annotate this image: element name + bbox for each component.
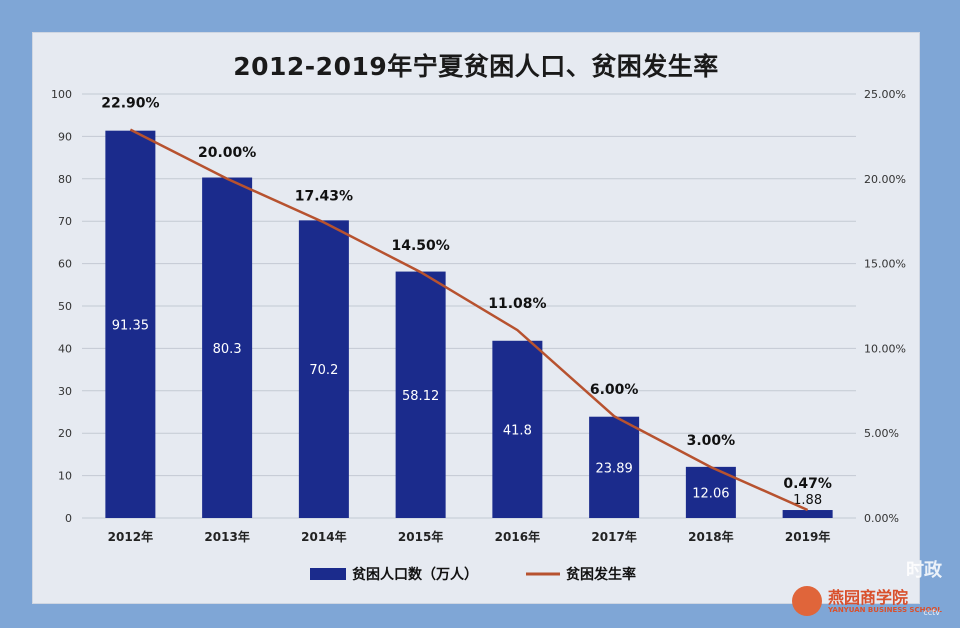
- y-left-tick-label: 30: [58, 385, 72, 398]
- bar-value-label: 80.3: [213, 342, 242, 357]
- bar: [298, 220, 349, 519]
- rate-value-label: 6.00%: [590, 382, 639, 398]
- chart-title: 2012-2019年宁夏贫困人口、贫困发生率: [233, 52, 719, 81]
- bar: [105, 130, 156, 518]
- bar: [395, 271, 446, 518]
- x-category-label: 2012年: [108, 529, 153, 544]
- y-left-tick-label: 70: [58, 215, 72, 228]
- y-left-tick-label: 60: [58, 258, 72, 271]
- bar-value-label: 41.8: [503, 423, 532, 438]
- rate-value-label: 0.47%: [783, 476, 832, 492]
- school-logo-icon: [792, 586, 822, 616]
- y-left-tick-label: 80: [58, 173, 72, 186]
- rate-value-label: 11.08%: [488, 296, 546, 312]
- rate-value-label: 3.00%: [687, 433, 736, 449]
- y-right-tick-label: 15.00%: [864, 258, 906, 271]
- bar: [492, 340, 543, 518]
- x-category-label: 2017年: [591, 529, 636, 544]
- x-category-label: 2014年: [301, 529, 346, 544]
- bar: [202, 177, 253, 518]
- legend-bar-label: 贫困人口数（万人）: [352, 566, 478, 583]
- x-category-label: 2019年: [785, 529, 830, 544]
- rate-value-label: 20.00%: [198, 145, 256, 161]
- bar-value-label: 70.2: [309, 363, 338, 378]
- y-left-tick-label: 40: [58, 342, 72, 355]
- bar-value-label: 58.12: [402, 389, 439, 404]
- y-right-tick-label: 0.00%: [864, 512, 899, 525]
- chart-panel: 2012-2019年宁夏贫困人口、贫困发生率: [32, 32, 920, 604]
- rate-value-label: 14.50%: [391, 238, 449, 254]
- y-left-tick-label: 50: [58, 300, 72, 313]
- bar-value-label: 12.06: [692, 486, 729, 501]
- watermark: 燕园商学院 YANYUAN BUSINESS SCHOOL 时政 cctv: [792, 560, 942, 622]
- y-left-tick-label: 20: [58, 427, 72, 440]
- bar: [782, 510, 833, 518]
- x-category-label: 2018年: [688, 529, 733, 544]
- y-right-tick-label: 20.00%: [864, 173, 906, 186]
- rate-value-label: 17.43%: [295, 188, 353, 204]
- legend-line-label: 贫困发生率: [566, 566, 636, 583]
- watermark-name: 燕园商学院: [828, 588, 909, 607]
- y-left-tick-label: 10: [58, 470, 72, 483]
- x-category-label: 2015年: [398, 529, 443, 544]
- rate-line: [129, 128, 809, 512]
- legend-bar-swatch: [310, 568, 346, 580]
- watermark-stamp: 时政: [906, 560, 942, 581]
- bar: [589, 416, 640, 518]
- y-left-tick-label: 100: [51, 88, 72, 101]
- watermark-broadcaster: cctv: [923, 608, 940, 617]
- y-right-tick-label: 10.00%: [864, 342, 906, 355]
- bar-value-label: 1.88: [793, 493, 822, 508]
- bar-value-label: 91.35: [112, 318, 149, 333]
- y-left-tick-label: 0: [65, 512, 72, 525]
- y-right-tick-label: 25.00%: [864, 88, 906, 101]
- bar-value-label: 23.89: [596, 461, 633, 476]
- x-category-label: 2016年: [495, 529, 540, 544]
- watermark-subtitle: YANYUAN BUSINESS SCHOOL: [828, 606, 942, 614]
- y-right-tick-label: 5.00%: [864, 427, 899, 440]
- x-category-label: 2013年: [204, 529, 249, 544]
- y-left-tick-label: 90: [58, 130, 72, 143]
- rate-value-label: 22.90%: [101, 96, 159, 112]
